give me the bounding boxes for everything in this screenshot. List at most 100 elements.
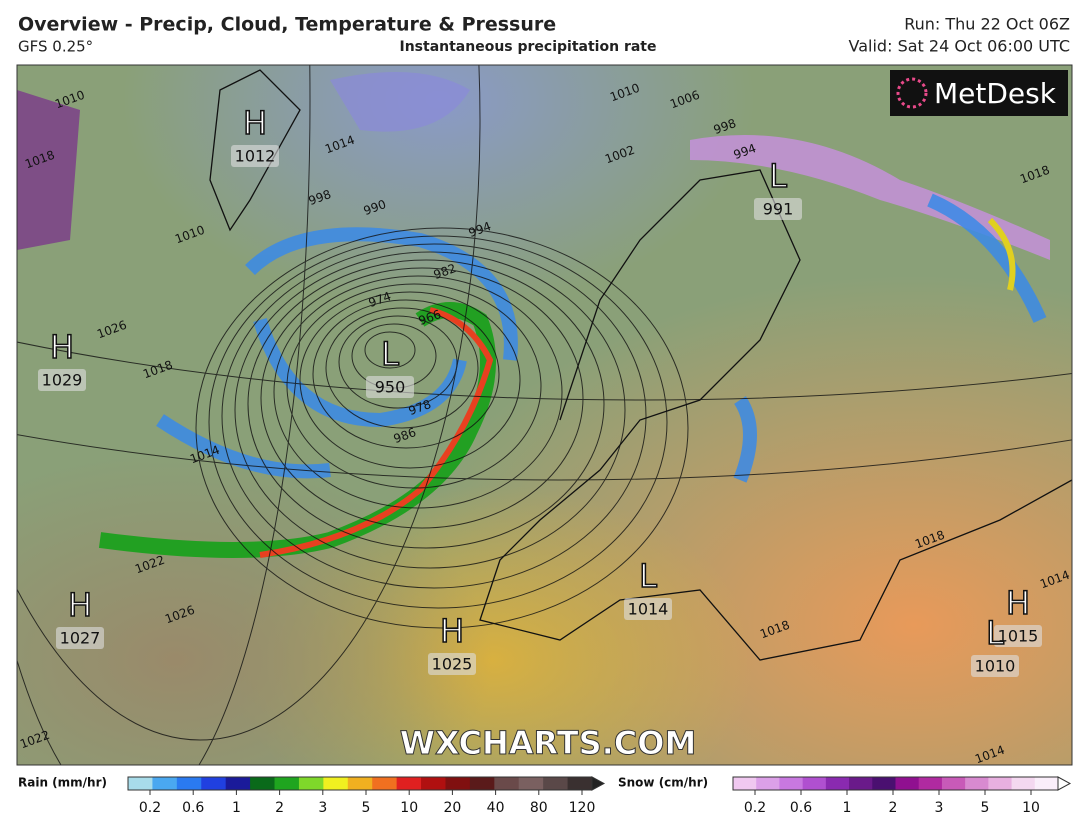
center-letter: L [769, 157, 787, 195]
snow-swatch [1034, 777, 1059, 790]
snow-swatch [1011, 777, 1036, 790]
isobar [286, 283, 542, 489]
center-value-box [38, 369, 86, 391]
snow-bar-arrow [1057, 776, 1072, 791]
rain-tick-label: 10 [400, 800, 418, 816]
rain-swatch [347, 777, 373, 790]
snow-swatch [988, 777, 1013, 790]
map-frame [16, 64, 1073, 766]
precip-band [98, 302, 496, 558]
center-value-box [754, 198, 802, 220]
center-value-box [994, 625, 1042, 647]
center-value-box [428, 653, 476, 675]
isobar [338, 315, 458, 409]
coastline [209, 69, 301, 232]
precip-band [259, 307, 494, 558]
rain-swatch [323, 777, 349, 790]
isobar [17, 65, 311, 765]
rain-swatch [201, 777, 227, 790]
isobar [247, 259, 605, 549]
isobar [17, 341, 1072, 401]
isobar [299, 291, 521, 469]
title: Overview - Precip, Cloud, Temperature & … [18, 14, 556, 36]
run: Run: Thu 22 Oct 06Z [904, 15, 1070, 34]
product: Instantaneous precipitation rate [400, 39, 657, 55]
precip-band [987, 217, 1016, 291]
snow-swatch [965, 777, 989, 790]
snow-swatch [825, 777, 850, 790]
rain-swatch [567, 777, 593, 790]
logo: MetDesk [934, 77, 1057, 110]
rain-swatch [152, 777, 178, 790]
snow-tick-label: 1 [843, 800, 852, 816]
snow-tick-label: 3 [935, 800, 944, 816]
isobar [234, 251, 626, 569]
cold-area [17, 65, 1072, 765]
rain-tick-label: 0.2 [139, 800, 161, 816]
logo-box [890, 70, 1068, 116]
legend: 0.2 0.6 1 2 3 5 10 20 40 80 120 0.2 0.6 1 2 3 5 10 [127, 776, 1072, 816]
center-value-box [366, 376, 414, 398]
center-letter: H [50, 328, 74, 366]
snow-swatch [756, 777, 780, 790]
snow-swatch [779, 777, 804, 790]
center-letter: H [243, 104, 267, 142]
rain-swatch [225, 777, 251, 790]
rain-swatch [494, 777, 520, 790]
center-letter: H [1006, 584, 1030, 622]
rain-swatch [274, 777, 300, 790]
center-value-box [624, 598, 672, 620]
isobar [17, 433, 1072, 481]
rain-tick-label: 40 [487, 800, 505, 816]
snow-swatch [802, 777, 827, 790]
center-value: 991 [763, 200, 794, 219]
rain-tick-label: 0.6 [182, 800, 204, 816]
isobar [17, 65, 481, 741]
rain-swatch [421, 777, 446, 790]
center-value: 1025 [432, 655, 473, 674]
snow-legend-label: Snow (cm/hr) [618, 776, 708, 790]
rain-legend-label: Rain (mm/hr) [18, 776, 107, 790]
center-value-box [56, 627, 104, 649]
center-letter: H [440, 612, 464, 650]
isobar [208, 235, 668, 609]
model: GFS 0.25° [18, 38, 93, 56]
center-value: 950 [375, 378, 406, 397]
center-value: 1027 [60, 629, 101, 648]
precip-band [156, 193, 1047, 483]
center-value: 1029 [42, 371, 83, 390]
rain-swatch [445, 777, 471, 790]
logo-icon [896, 77, 928, 109]
coastline [479, 169, 1072, 661]
snow-area [330, 72, 470, 132]
center-value: 1015 [998, 627, 1039, 646]
snow-swatch [849, 777, 873, 790]
center-value-box [971, 655, 1019, 677]
center-value-box [231, 145, 279, 167]
center-value: 1012 [235, 147, 276, 166]
watermark: WXCHARTS.COM [400, 724, 697, 762]
snow-swatch [941, 777, 966, 790]
rain-tick-label: 3 [318, 800, 327, 816]
snow-area [17, 90, 80, 250]
rain-swatch [543, 777, 569, 790]
valid: Valid: Sat 24 Oct 06:00 UTC [849, 37, 1070, 56]
rain-swatch [469, 777, 495, 790]
isobar [221, 243, 647, 589]
center-letter: H [68, 586, 92, 624]
snow-tick-label: 0.6 [790, 800, 812, 816]
center-letter: L [381, 335, 399, 373]
rain-swatch [518, 777, 544, 790]
isobar [312, 299, 500, 449]
center-letter: L [639, 557, 657, 595]
snow-tick-label: 2 [889, 800, 898, 816]
rain-swatch [396, 777, 422, 790]
rain-swatch [250, 777, 276, 790]
snow-swatch [733, 777, 757, 790]
snow-swatch [872, 777, 896, 790]
center-value: 1014 [628, 600, 669, 619]
rain-swatch [176, 777, 202, 790]
